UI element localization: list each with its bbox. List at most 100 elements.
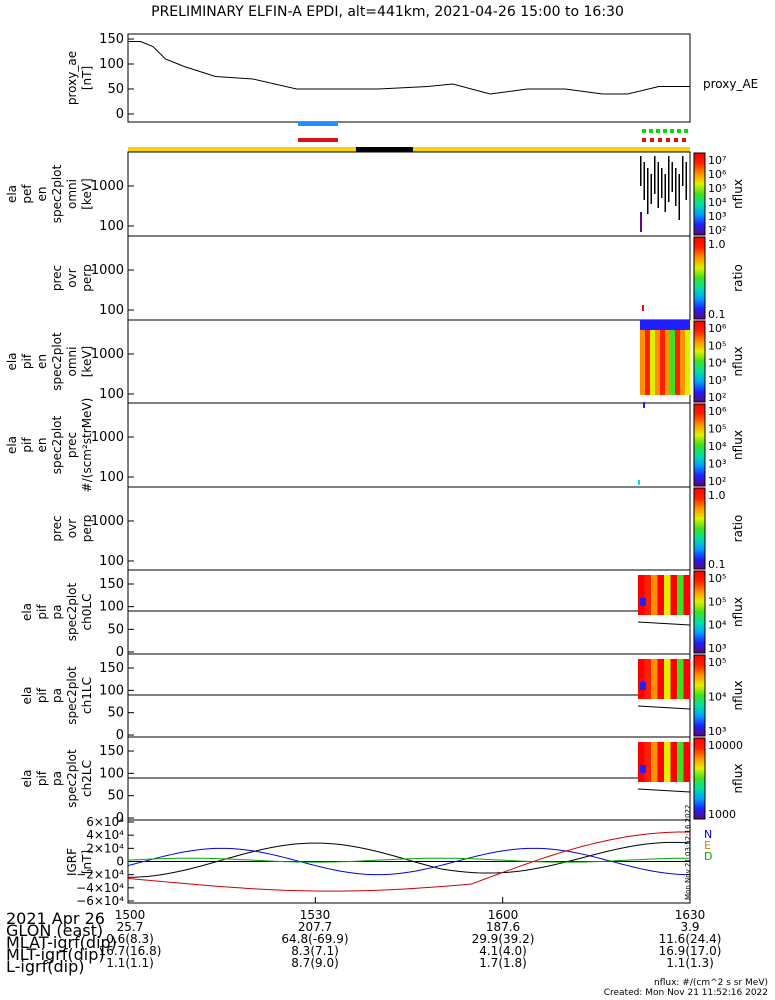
spectrogram-cell [683,742,691,782]
panel-label: ela [5,352,19,370]
colorbar-tick-label: 10⁴ [708,691,727,704]
pa-trace [637,621,691,626]
panel-label: prec [50,265,64,291]
colorbar-tick-label: 10² [708,475,726,488]
science-dot-green [642,129,646,133]
footer-value: 1.7(1.8) [479,956,527,970]
panel-label: ch1LC [80,677,94,714]
igrf-D-line [127,831,691,892]
spectrogram-cell [640,320,646,395]
spectrogram-cell [651,742,658,782]
science-dot-green [649,129,653,133]
colorbar-tick-label: 10³ [708,725,726,738]
panel-label: en [35,354,49,369]
science-dot-green [677,129,681,133]
spectrogram-cell [640,765,646,773]
spectrogram-cell [655,320,661,395]
panel-label: perp [80,515,94,543]
colorbar-title: nflux [731,764,745,794]
panel-label: ela [20,603,34,621]
spectrogram-cell [677,742,684,782]
spectrogram-frame [127,319,691,404]
colorbar-tick-label: 10⁵ [708,595,726,608]
panel-label: ovr [65,519,79,538]
panel-label: ch2LC [80,760,94,797]
colorbar-tick-label: 10⁴ [708,440,727,453]
panel-label: spec2plot [65,749,79,808]
footer-labels: 2021 Apr 26 GLON (east) MLAT-igrf(dip) MLT-… [6,909,117,976]
panel-label: spec2plot [50,164,64,223]
colorbar-tick-label: 10⁶ [708,405,727,418]
y-tick-label: 100 [99,57,124,72]
y-tick-label: 2×10⁴ [86,841,124,855]
science-dot-red [642,138,646,142]
proxy-ae-frame [127,33,691,123]
colorbar [693,570,706,654]
panel-label: pif [35,770,49,786]
footer-value: 64.8(-69.9) [281,932,349,946]
footer-value: 29.9(39.2) [471,932,535,946]
spectrogram-cell [675,320,681,395]
igrf-total-line [127,841,691,878]
colorbar-tick-label: 10² [708,391,726,404]
colorbar-tick-label: 1000 [708,808,736,821]
colorbar-tick-label: 10² [708,224,726,237]
y-tick-label: 150 [99,661,124,676]
footer-value: 3.9 [680,920,700,934]
state-bar-blue [298,122,338,126]
panel-label: prec [65,432,79,458]
spectrogram-cell [651,659,658,699]
panel-label: pa [50,771,64,786]
spectrogram-streak [668,156,670,202]
orbit-state-dark [356,147,413,152]
colorbar-title: nflux [731,597,745,627]
colorbar-tick-label: 10⁵ [708,656,726,669]
panel-label: ovr [65,268,79,287]
y-tick-label: 0 [116,855,124,869]
spectrogram-streak [682,156,684,186]
footer-value: 8.3(7.1) [291,944,339,958]
spectrogram-cell [665,320,671,395]
spectrogram-streak [657,162,659,208]
spectrogram-cell [657,575,665,615]
footer-value: 207.7 [297,920,333,934]
colorbar-tick-label: 10⁶ [708,168,727,181]
colorbar [693,152,706,236]
panel-label: [nT] [80,850,94,874]
spectrogram-streak [647,168,649,214]
spectrogram-cell [680,320,686,395]
spectrogram-streak [638,480,640,485]
spectrogram-cell [640,320,690,330]
spectrogram-streak [640,156,642,186]
y-tick-label: 1000 [91,179,124,194]
panel-label: [keV] [80,346,94,377]
igrf-legend-D: D [704,850,712,863]
y-tick-label: 100 [99,470,124,485]
spectrogram-streak [643,402,645,408]
footer-column-1630: 1630 3.9 11.6(24.4) 16.9(17.0) 1.1(1.3) [645,909,735,969]
y-tick-label: 50 [107,706,124,721]
y-tick-label: 100 [99,219,124,234]
footer-value: 1.1(1.1) [106,956,154,970]
colorbar-tick-label: 10000 [708,739,743,752]
state-bar-red [298,138,338,142]
footer-value: 0.6(8.3) [106,932,154,946]
panel-label: prec [50,515,64,541]
spectrogram-cell [677,659,684,699]
spectrogram-cell [638,659,645,699]
colorbar-tick-label: 10⁷ [708,154,726,167]
igrf-N-line [127,847,691,876]
footer-value: 4.1(4.0) [479,944,527,958]
colorbar-tick-label: 10⁵ [708,572,726,585]
panel-label: perp [80,264,94,292]
footer-value: 187.6 [485,920,521,934]
science-dot-red [674,138,678,142]
igrf-legend-N: N [704,828,712,841]
y-tick-label: 1000 [91,430,124,445]
y-tick-label: 50 [107,82,124,97]
y-tick-label: 0 [116,645,124,660]
y-tick-label: 50 [107,622,124,637]
footer-value: 1.1(1.3) [666,956,714,970]
science-dot-green [663,129,667,133]
